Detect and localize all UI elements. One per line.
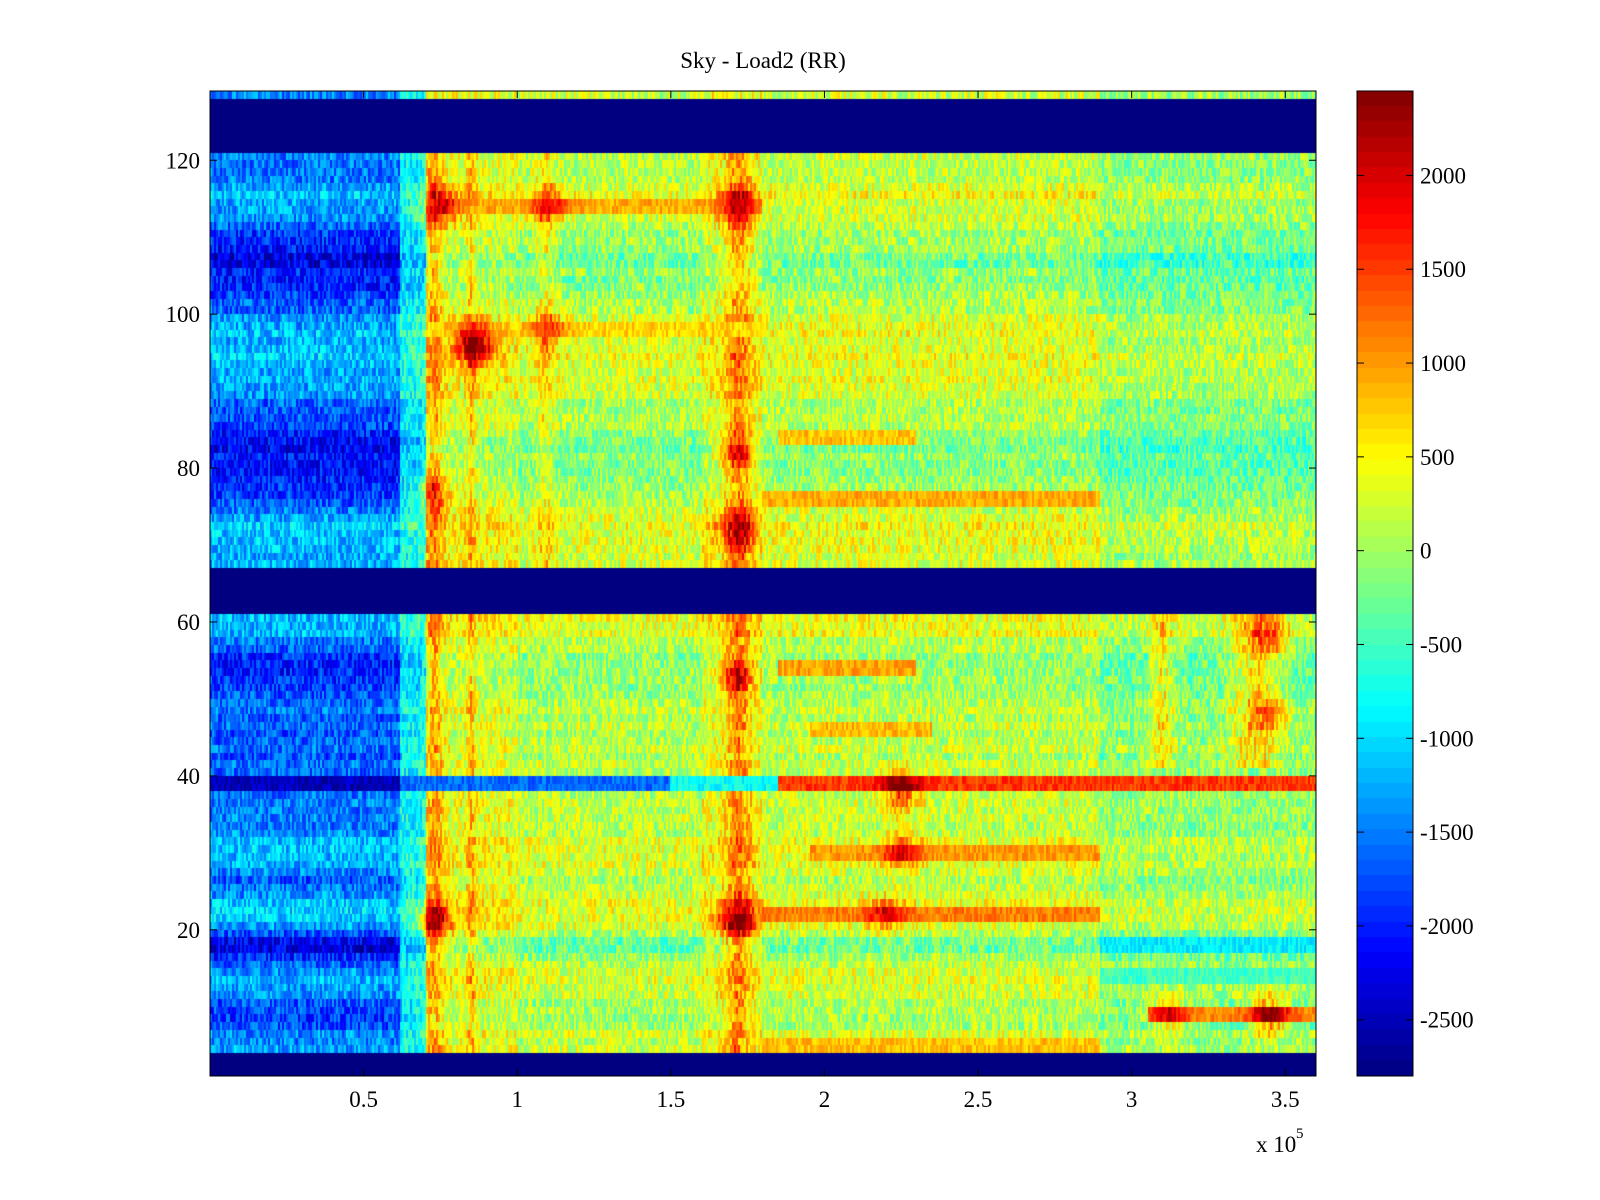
x-axis-multiplier-base: x 10 — [1256, 1132, 1296, 1157]
colorbar-tick-label: -1000 — [1420, 726, 1474, 751]
colorbar-frame — [1356, 90, 1414, 1077]
x-tick-label: 3.5 — [1271, 1087, 1300, 1112]
x-tick-label: 0.5 — [349, 1087, 378, 1112]
plot-area-frame — [209, 90, 1317, 1077]
x-axis-ticks: 0.5 1 1.5 2 2.5 3 3.5 — [349, 91, 1300, 1112]
y-axis-ticks: 20 40 60 80 100 120 — [166, 148, 1316, 943]
colorbar-tick-label: 500 — [1420, 445, 1455, 470]
x-tick-label: 3 — [1126, 1087, 1138, 1112]
y-tick-label: 20 — [177, 918, 200, 943]
colorbar-tick-label: 2000 — [1420, 163, 1466, 188]
y-tick-label: 60 — [177, 610, 200, 635]
y-tick-label: 80 — [177, 456, 200, 481]
y-tick-label: 100 — [166, 302, 201, 327]
colorbar-ticks: 2000 1500 1000 500 0 -500 -1000 -1500 -2000 -2500 — [1357, 163, 1474, 1033]
colorbar-gradient — [1357, 91, 1413, 1076]
y-tick-label: 120 — [166, 148, 201, 173]
y-tick-label: 40 — [177, 764, 200, 789]
colorbar-tick-label: 0 — [1420, 539, 1432, 564]
colorbar-tick-label: 1000 — [1420, 351, 1466, 376]
x-tick-label: 2 — [819, 1087, 831, 1112]
heatmap-image — [210, 91, 1316, 1076]
colorbar-tick-label: -500 — [1420, 632, 1462, 657]
x-tick-label: 1.5 — [656, 1087, 685, 1112]
x-tick-label: 2.5 — [964, 1087, 993, 1112]
x-tick-label: 1 — [511, 1087, 523, 1112]
colorbar-tick-label: -2000 — [1420, 914, 1474, 939]
colorbar-tick-label: -1500 — [1420, 820, 1474, 845]
x-axis-multiplier-exponent: 5 — [1296, 1126, 1304, 1142]
chart-title: Sky - Load2 (RR) — [680, 48, 845, 73]
colorbar-tick-label: -2500 — [1420, 1008, 1474, 1033]
x-axis-multiplier: x 10 5 — [1256, 1126, 1304, 1157]
colorbar-tick-label: 1500 — [1420, 257, 1466, 282]
